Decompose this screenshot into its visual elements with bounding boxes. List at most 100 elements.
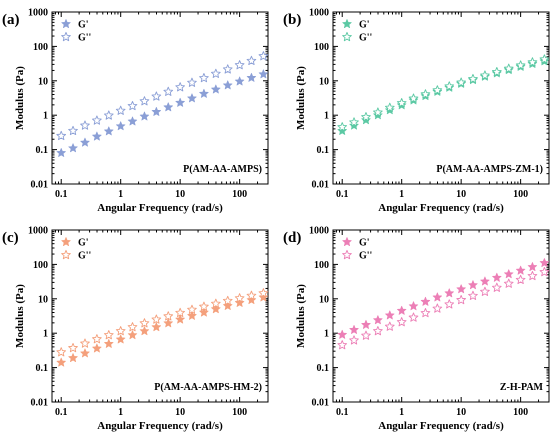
series-g-prime bbox=[56, 292, 269, 367]
legend-label: G' bbox=[78, 238, 89, 249]
data-point bbox=[151, 322, 162, 332]
y-tick-label: 1 bbox=[43, 111, 48, 122]
data-point bbox=[68, 125, 78, 136]
data-point bbox=[408, 93, 419, 103]
x-tick-label: 100 bbox=[232, 407, 247, 418]
data-point bbox=[139, 326, 150, 336]
y-tick-label: 100 bbox=[33, 42, 48, 53]
x-tick-label: 1 bbox=[118, 407, 123, 418]
chart-panel-c: 0.01 0.1 1 10 100 1000 0.1 1 10 100 Angular Freque… bbox=[2, 226, 269, 432]
data-point bbox=[373, 326, 383, 336]
data-point bbox=[246, 72, 257, 82]
y-tick-label: 10 bbox=[38, 76, 48, 87]
y-tick-label: 0.1 bbox=[36, 145, 49, 156]
x-tick-label: 10 bbox=[456, 407, 466, 418]
data-point bbox=[127, 330, 138, 340]
y-tick-label: 0.1 bbox=[317, 363, 330, 374]
data-point bbox=[211, 298, 221, 308]
data-point bbox=[384, 102, 395, 112]
x-tick-label: 100 bbox=[513, 189, 528, 200]
data-point bbox=[68, 353, 78, 363]
y-tick-label: 10 bbox=[319, 76, 329, 87]
data-point bbox=[492, 66, 502, 77]
data-point bbox=[104, 338, 114, 348]
x-tick-label: 100 bbox=[232, 189, 247, 200]
data-point bbox=[163, 318, 173, 328]
data-point bbox=[258, 292, 269, 302]
data-point bbox=[103, 110, 114, 120]
y-tick-label: 1000 bbox=[309, 226, 329, 237]
plot-frame bbox=[51, 11, 269, 185]
data-point bbox=[515, 60, 526, 70]
data-point bbox=[139, 96, 150, 106]
data-point bbox=[211, 304, 221, 314]
data-point bbox=[408, 312, 419, 322]
data-point bbox=[456, 295, 466, 305]
data-point bbox=[456, 284, 466, 294]
data-point bbox=[492, 272, 502, 282]
legend-marker bbox=[61, 31, 71, 42]
data-point bbox=[258, 288, 269, 298]
y-tick-label: 1 bbox=[324, 329, 329, 340]
data-point bbox=[349, 335, 359, 345]
data-point bbox=[199, 73, 209, 83]
series-g-double-prime bbox=[56, 288, 269, 357]
series-g-prime bbox=[56, 69, 269, 157]
plot-frame bbox=[332, 11, 550, 185]
data-point bbox=[384, 321, 395, 331]
data-point bbox=[223, 80, 233, 90]
x-tick-label: 10 bbox=[456, 189, 466, 200]
data-point bbox=[349, 120, 359, 130]
legend-marker bbox=[342, 31, 352, 42]
data-point bbox=[539, 54, 550, 64]
legend-marker bbox=[342, 249, 352, 260]
data-point bbox=[80, 120, 90, 130]
series-g-double-prime bbox=[56, 51, 269, 141]
data-point bbox=[116, 334, 126, 344]
data-point bbox=[468, 73, 478, 84]
legend-marker bbox=[342, 19, 352, 29]
data-point bbox=[127, 322, 138, 332]
sample-annotation: P(AM-AA-AMPS-ZM-1) bbox=[436, 164, 543, 175]
x-tick-label: 100 bbox=[513, 407, 528, 418]
legend-marker bbox=[61, 249, 71, 260]
data-point bbox=[175, 314, 185, 324]
data-point bbox=[56, 148, 66, 157]
sample-annotation: P(AM-AA-AMPS-HM-2) bbox=[154, 382, 262, 393]
data-point bbox=[115, 326, 126, 336]
x-tick-label: 1 bbox=[399, 189, 404, 200]
data-point bbox=[515, 274, 526, 285]
data-point bbox=[361, 330, 371, 340]
y-tick-label: 10 bbox=[38, 294, 48, 305]
y-tick-label: 1000 bbox=[309, 8, 329, 19]
y-axis-title: Modulus (Pa) bbox=[14, 284, 26, 348]
data-point bbox=[139, 318, 150, 328]
data-point bbox=[92, 334, 102, 344]
data-point bbox=[163, 86, 174, 96]
data-point bbox=[187, 304, 197, 314]
series-g-prime bbox=[337, 56, 550, 135]
legend-marker bbox=[342, 237, 352, 247]
data-point bbox=[163, 311, 174, 321]
data-point bbox=[504, 269, 514, 279]
data-point bbox=[337, 329, 347, 339]
data-point bbox=[396, 317, 407, 327]
y-axis-title: Modulus (Pa) bbox=[295, 66, 307, 130]
data-point bbox=[432, 303, 443, 313]
data-point bbox=[258, 69, 269, 79]
data-point bbox=[397, 305, 407, 315]
y-tick-label: 0.01 bbox=[31, 398, 49, 409]
chart-panel-b: 0.01 0.1 1 10 100 1000 0.1 1 10 100 Angular Freque… bbox=[283, 8, 550, 214]
panel-label: (c) bbox=[2, 230, 19, 246]
data-point bbox=[115, 105, 126, 115]
data-point bbox=[163, 102, 173, 112]
data-point bbox=[151, 314, 162, 324]
data-point bbox=[480, 70, 490, 80]
data-point bbox=[420, 308, 431, 318]
data-point bbox=[151, 106, 162, 116]
y-tick-label: 1000 bbox=[28, 8, 48, 19]
legend-label: G'' bbox=[359, 251, 373, 262]
x-tick-label: 1 bbox=[118, 189, 123, 200]
data-point bbox=[234, 298, 245, 307]
data-point bbox=[480, 276, 490, 286]
